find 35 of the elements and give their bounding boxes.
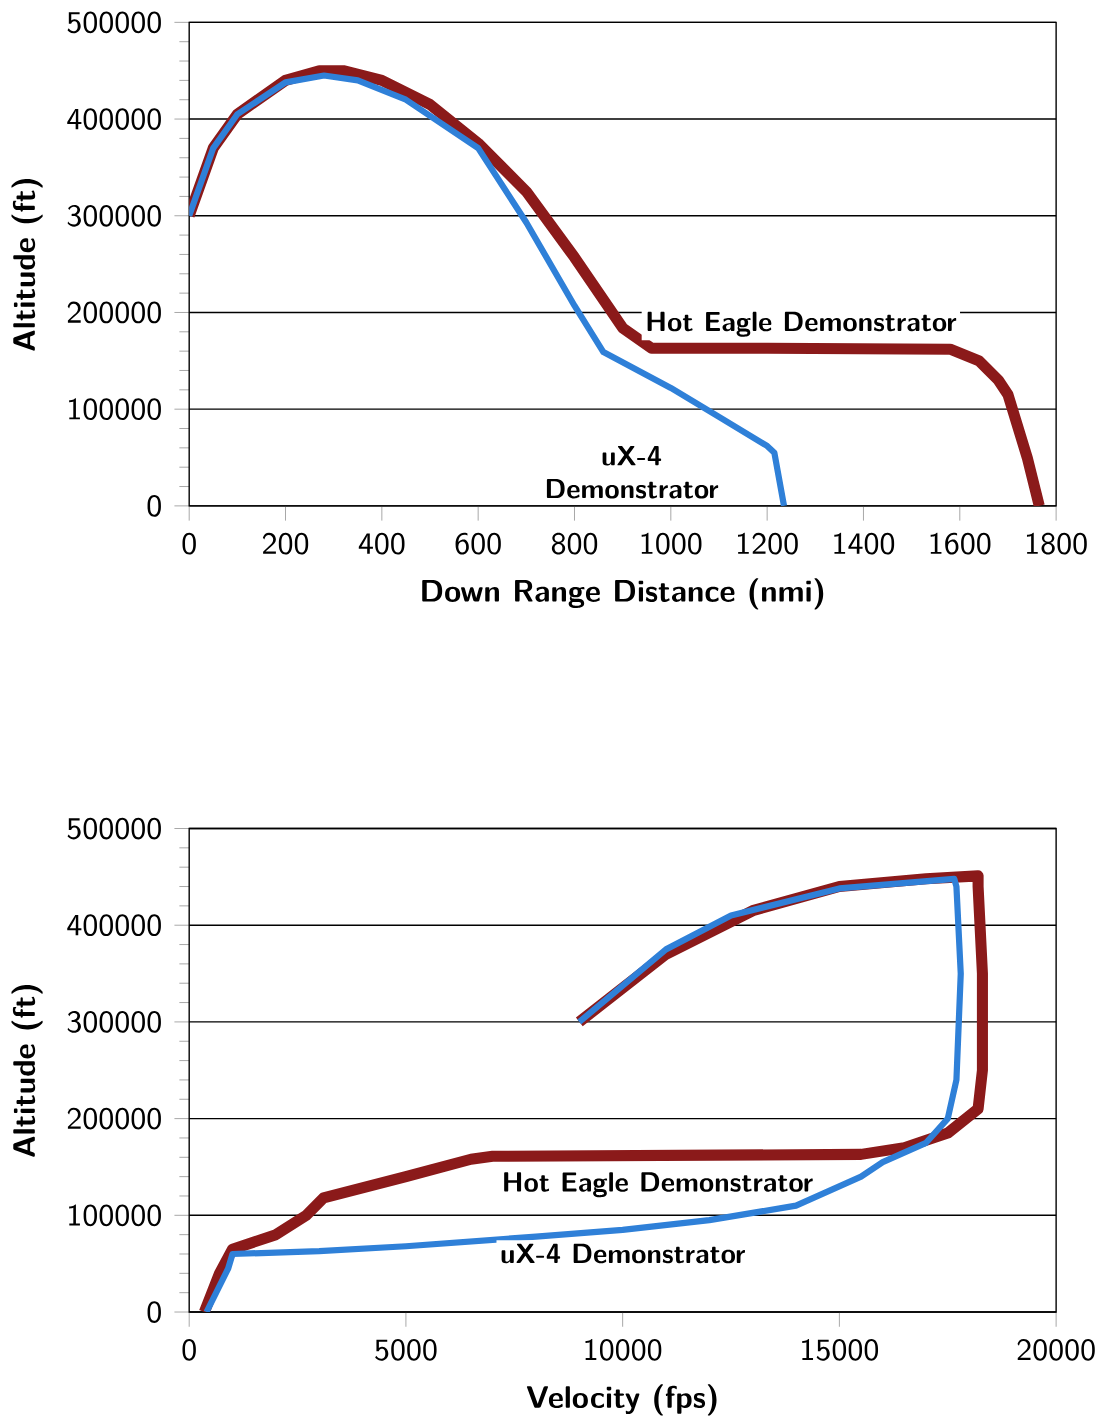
y-tick-label: 200000 <box>67 1107 162 1130</box>
x-tick-label: 400 <box>358 532 405 555</box>
series-label: Hot Eagle Demonstrator <box>647 311 957 337</box>
x-tick-label: 0 <box>182 1338 197 1361</box>
series-label: uX-4 Demonstrator <box>547 446 719 499</box>
y-tick-label: 100000 <box>69 1204 162 1227</box>
y-axis-title: Altitude (ft) <box>11 178 43 351</box>
x-tick-label: 20000 <box>1017 1338 1095 1361</box>
y-tick-label: 500000 <box>67 817 162 840</box>
y-tick-label: 400000 <box>67 108 162 130</box>
y-tick-label: 100000 <box>69 398 162 421</box>
y-axis-title: Altitude (ft) <box>11 985 43 1157</box>
x-tick-label: 1800 <box>1027 532 1087 555</box>
y-tick-label: 0 <box>147 495 162 517</box>
series-label: Hot Eagle Demonstrator <box>504 1172 813 1198</box>
x-tick-label: 1000 <box>641 532 702 555</box>
x-tick-label: 1400 <box>834 532 895 555</box>
x-tick-label: 1200 <box>738 532 799 555</box>
y-tick-label: 500000 <box>67 11 162 34</box>
series-label: uX-4 Demonstrator <box>501 1243 746 1264</box>
x-tick-label: 0 <box>182 532 197 555</box>
x-axis-title: Velocity (fps) <box>527 1384 717 1416</box>
y-tick-label: 0 <box>147 1301 162 1323</box>
x-tick-label: 5000 <box>375 1338 437 1361</box>
x-tick-label: 15000 <box>802 1338 879 1361</box>
x-axis-title: Down Range Distance (nmi) <box>422 578 824 610</box>
x-tick-label: 200 <box>263 532 309 555</box>
y-tick-label: 400000 <box>67 914 162 937</box>
y-tick-label: 300000 <box>67 1011 162 1033</box>
x-tick-label: 1600 <box>930 532 991 555</box>
y-tick-label: 300000 <box>67 204 162 227</box>
y-tick-label: 200000 <box>67 301 162 324</box>
x-tick-label: 10000 <box>585 1338 662 1361</box>
x-tick-label: 600 <box>455 532 502 555</box>
x-tick-label: 800 <box>552 532 598 555</box>
